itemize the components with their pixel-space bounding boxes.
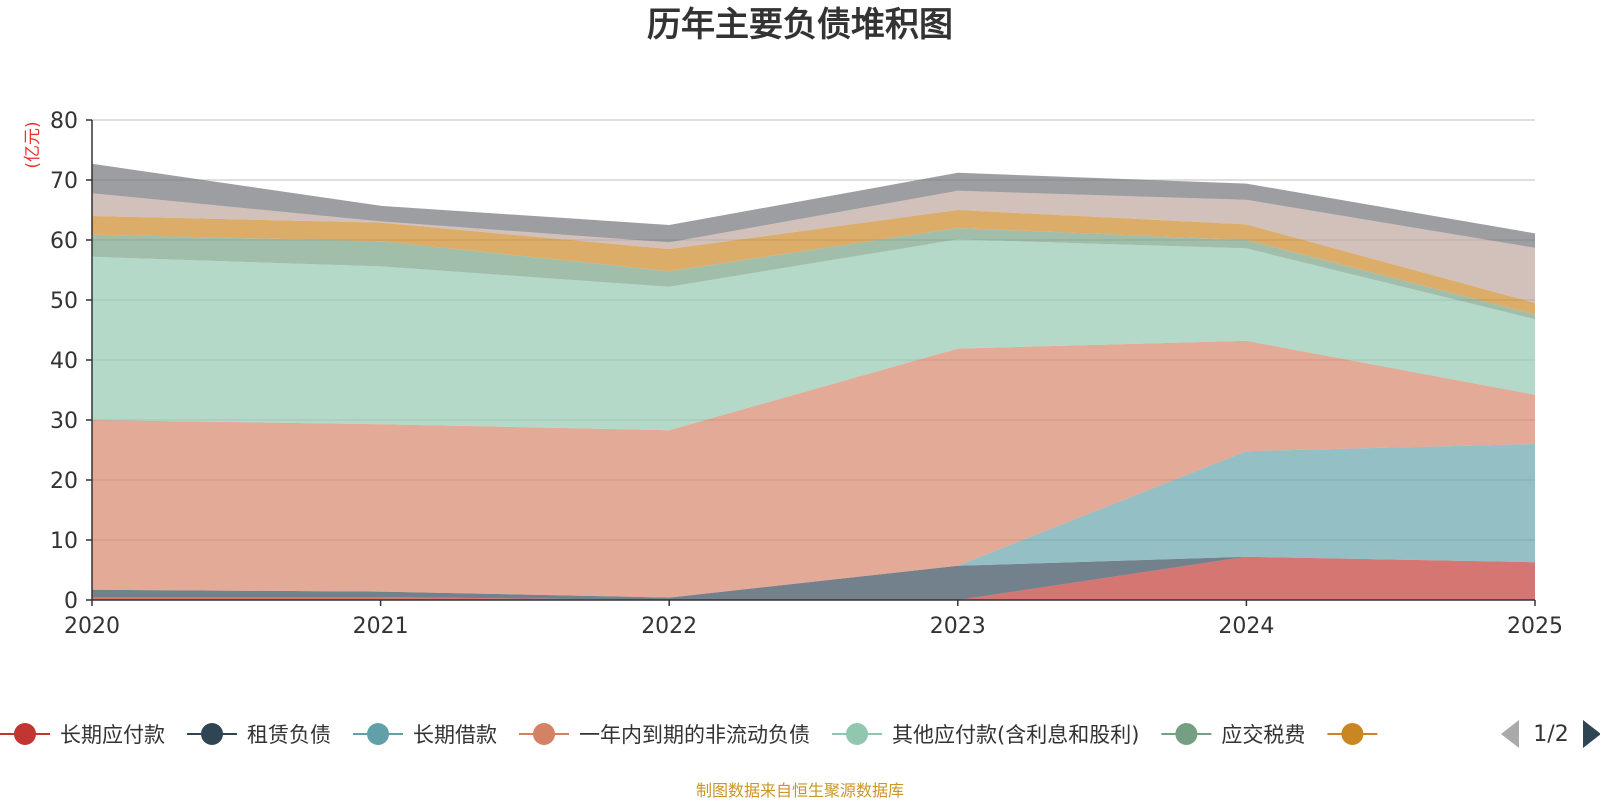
y-tick-label-80: 80: [50, 109, 78, 134]
legend-prev-icon[interactable]: [1501, 720, 1519, 748]
area-series-2: [92, 444, 1535, 598]
legend-label: 一年内到期的非流动负债: [579, 723, 810, 747]
data-source-note: 制图数据来自恒生聚源数据库: [696, 781, 904, 800]
legend-marker-icon: [201, 723, 223, 745]
area-series-0: [92, 556, 1535, 600]
stacked-areas: [92, 163, 1535, 600]
y-tick-label-20: 20: [50, 469, 78, 494]
area-series-4: [92, 239, 1535, 431]
area-series-5: [92, 228, 1535, 320]
y-tick-label-50: 50: [50, 289, 78, 314]
legend-label: 应交税费: [1221, 723, 1305, 747]
area-series-1: [92, 556, 1535, 600]
x-tick-label-2021: 2021: [353, 614, 409, 639]
x-tick-label-2022: 2022: [641, 614, 697, 639]
y-tick-label-40: 40: [50, 349, 78, 374]
legend-pager[interactable]: 1/2: [1501, 720, 1600, 748]
area-series-7: [92, 190, 1535, 303]
legend-item-1[interactable]: 租赁负债: [187, 723, 331, 747]
area-series-6: [92, 210, 1535, 315]
legend-next-icon[interactable]: [1583, 720, 1600, 748]
legend-page-indicator: 1/2: [1533, 722, 1568, 747]
legend-label: 其他应付款(含利息和股利): [892, 723, 1139, 747]
legend-marker-icon: [533, 723, 555, 745]
legend-marker-icon: [846, 723, 868, 745]
legend-label: 租赁负债: [247, 723, 331, 747]
x-tick-label-2020: 2020: [64, 614, 120, 639]
y-axis-unit: (亿元): [23, 121, 43, 168]
chart-title: 历年主要负债堆积图: [647, 5, 953, 45]
y-tick-label-70: 70: [50, 169, 78, 194]
legend-marker-icon: [14, 723, 36, 745]
x-tick-label-2023: 2023: [930, 614, 986, 639]
area-series-3: [92, 340, 1535, 598]
legend-marker-icon: [1341, 723, 1364, 745]
legend-label: 长期应付款: [60, 723, 165, 747]
y-tick-label-10: 10: [50, 529, 78, 554]
legend: 长期应付款 租赁负债 长期借款 一年内到期的非流动负债 其他应付款(含利息和股利) 应交税…: [0, 723, 1378, 747]
y-tick-label-30: 30: [50, 409, 78, 434]
x-tick-label-2025: 2025: [1507, 614, 1563, 639]
legend-item-3[interactable]: 一年内到期的非流动负债: [519, 723, 810, 747]
x-tick-label-2024: 2024: [1218, 614, 1274, 639]
legend-item-2[interactable]: 长期借款: [353, 723, 497, 747]
axes: 0 10 20 30 40 50 60 70 80 2020 2021 2022 2023 2024 202…: [50, 109, 1563, 639]
area-series-8: [92, 163, 1535, 248]
legend-label: 长期借款: [413, 723, 497, 747]
legend-marker-icon: [367, 723, 389, 745]
y-tick-label-60: 60: [50, 229, 78, 254]
legend-item-4[interactable]: 其他应付款(含利息和股利): [832, 723, 1139, 747]
legend-item-0[interactable]: 长期应付款: [0, 723, 165, 747]
legend-marker-icon: [1175, 723, 1198, 745]
y-tick-label-0: 0: [64, 589, 78, 614]
legend-item-6[interactable]: [1327, 723, 1378, 745]
legend-item-5[interactable]: 应交税费: [1161, 723, 1305, 747]
